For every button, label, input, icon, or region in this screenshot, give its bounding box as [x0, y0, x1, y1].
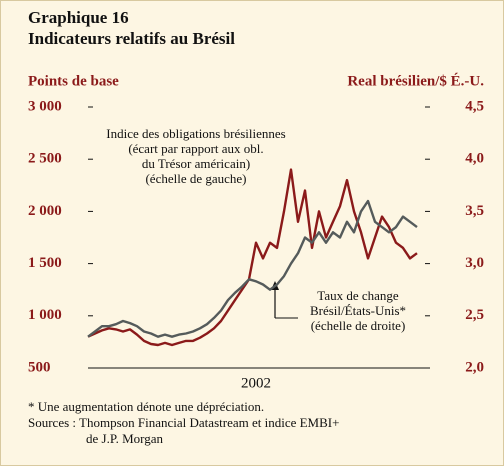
y2-tick-label: 4,0 [465, 151, 484, 167]
x-tick-label: 2002 [241, 375, 271, 391]
y-tick-label: 500 [28, 359, 51, 375]
y-axis-label: Points de base [28, 73, 119, 89]
note: de J.P. Morgan [86, 431, 164, 446]
series-line [87, 199, 418, 338]
annotation: (échelle de gauche) [145, 171, 246, 186]
y-tick-label: 1 500 [28, 255, 62, 271]
y-tick-label: 3 000 [28, 98, 62, 114]
annotation: (échelle de droite) [311, 318, 406, 333]
y-tick-label: 2 500 [28, 151, 62, 167]
note: Sources : Thompson Financial Datastream … [28, 415, 339, 430]
y2-tick-label: 2,5 [465, 307, 484, 323]
series-line [87, 168, 418, 347]
y2-tick-label: 3,0 [465, 255, 484, 271]
chart-title: Graphique 16 [28, 8, 129, 27]
annotation: du Trésor américain) [142, 156, 250, 171]
y2-tick-label: 2,0 [465, 359, 484, 375]
y-tick-label: 2 000 [28, 203, 62, 219]
y2-tick-label: 3,5 [465, 203, 484, 219]
annotation: (écart par rapport aux obl. [128, 141, 263, 156]
y-tick-label: 1 000 [28, 307, 62, 323]
annotation: Indice des obligations brésiliennes [106, 126, 285, 141]
y2-tick-label: 4,5 [465, 98, 484, 114]
note: * Une augmentation dénote une dépréciati… [28, 399, 264, 414]
annotation: Taux de change [317, 288, 399, 303]
annotation: Brésil/États-Unis* [310, 303, 406, 318]
y2-axis-label: Real brésilien/$ É.-U. [347, 72, 484, 89]
chart-subtitle: Indicateurs relatifs au Brésil [28, 29, 235, 48]
